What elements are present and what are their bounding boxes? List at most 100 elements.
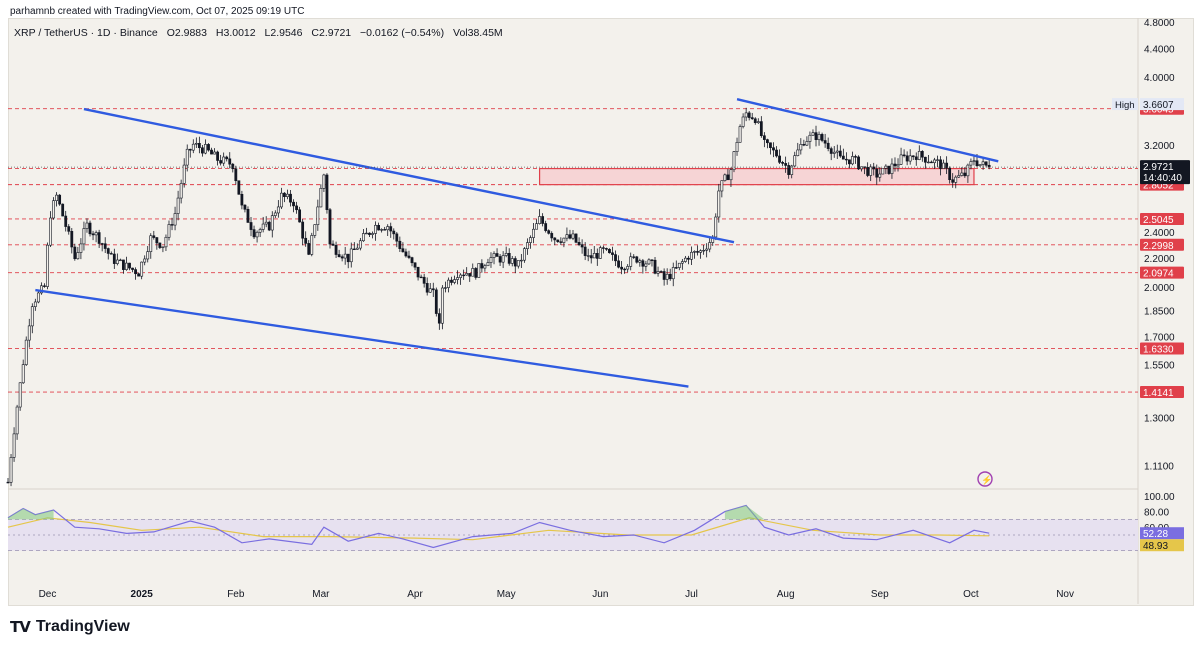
candle-body bbox=[905, 155, 909, 162]
candle-body bbox=[477, 263, 481, 278]
candle-body bbox=[267, 221, 271, 231]
candle-body bbox=[295, 205, 298, 211]
candle-body bbox=[887, 165, 891, 174]
candle-body bbox=[483, 265, 487, 269]
candle-body bbox=[720, 180, 724, 192]
candle-body bbox=[112, 253, 116, 264]
candle-body bbox=[12, 433, 16, 458]
legend-symbol[interactable]: XRP / TetherUS · 1D · Binance bbox=[14, 27, 158, 39]
candle-body bbox=[337, 254, 341, 258]
chart-area[interactable] bbox=[8, 18, 1194, 606]
rsi-overbought-fill bbox=[724, 505, 765, 520]
candle-body bbox=[276, 206, 280, 214]
candle-body bbox=[152, 235, 156, 238]
candle-body bbox=[519, 259, 523, 262]
candle-body bbox=[76, 252, 80, 260]
candle-body bbox=[210, 149, 213, 155]
price-tick-label: 2.4000 bbox=[1144, 228, 1175, 239]
candle-body bbox=[693, 251, 696, 253]
candle-body bbox=[696, 251, 699, 253]
candle-body bbox=[881, 167, 885, 175]
candle-body bbox=[793, 155, 797, 167]
candle-body bbox=[283, 192, 286, 198]
candle-body bbox=[179, 183, 183, 199]
candle-body bbox=[747, 112, 751, 118]
tradingview-logo-icon: TV bbox=[10, 618, 31, 636]
candle-body bbox=[118, 259, 122, 262]
candle-body bbox=[471, 268, 475, 277]
candle-body bbox=[939, 159, 942, 169]
level-label: 2.2998 bbox=[1143, 241, 1174, 252]
candle-body bbox=[131, 267, 134, 270]
candle-body bbox=[726, 174, 730, 181]
price-tick-label: 4.8000 bbox=[1144, 18, 1175, 29]
candle-body bbox=[286, 193, 289, 198]
trendline-lower-channel[interactable] bbox=[35, 288, 689, 388]
candle-body bbox=[349, 248, 353, 263]
candle-body bbox=[444, 287, 447, 289]
candle-body bbox=[556, 239, 560, 242]
candle-body bbox=[741, 116, 745, 127]
candle-body bbox=[459, 274, 463, 278]
candle-body bbox=[775, 149, 778, 157]
candle-body bbox=[641, 260, 645, 267]
candle-body bbox=[522, 248, 526, 261]
rsi-ma-line bbox=[7, 517, 990, 541]
candle-body bbox=[40, 285, 43, 294]
candle-body bbox=[516, 260, 520, 267]
candle-body bbox=[122, 259, 125, 270]
level-label: 2.0974 bbox=[1143, 269, 1174, 280]
candle-body bbox=[948, 167, 952, 180]
candle-body bbox=[535, 223, 538, 230]
candle-body bbox=[614, 254, 617, 262]
candle-body bbox=[343, 253, 347, 259]
candle-body bbox=[699, 250, 702, 253]
support-zone[interactable] bbox=[538, 167, 975, 186]
candle-body bbox=[690, 251, 693, 260]
candle-body bbox=[808, 134, 812, 142]
candle-body bbox=[817, 134, 821, 140]
time-tick-label: Jun bbox=[592, 589, 608, 600]
candle-body bbox=[647, 259, 651, 265]
price-tick-label: 1.3000 bbox=[1144, 414, 1175, 425]
candle-body bbox=[434, 289, 438, 314]
trendline-descending-resistance[interactable] bbox=[736, 98, 999, 163]
price-tick-label: 1.1100 bbox=[1144, 461, 1174, 472]
candle-body bbox=[450, 279, 453, 283]
candle-body bbox=[100, 243, 104, 245]
last-price-label-bg bbox=[1140, 160, 1190, 185]
candle-body bbox=[854, 156, 857, 158]
candle-body bbox=[529, 237, 532, 243]
candle-body bbox=[346, 253, 350, 263]
level-label-bg bbox=[1140, 342, 1184, 355]
legend-open: O2.9883 bbox=[166, 27, 207, 39]
price-tick-label: 2.2000 bbox=[1144, 254, 1175, 265]
candle-body bbox=[796, 149, 800, 156]
candle-body bbox=[374, 224, 377, 234]
price-tick-label: 4.0000 bbox=[1144, 73, 1175, 84]
candle-body bbox=[969, 161, 973, 166]
candle-body bbox=[532, 228, 535, 238]
candle-body bbox=[416, 266, 420, 278]
time-tick-label: Sep bbox=[871, 589, 889, 600]
candle-body bbox=[43, 285, 46, 287]
candle-body bbox=[146, 251, 150, 260]
candle-body bbox=[577, 242, 581, 245]
lightning-icon[interactable] bbox=[977, 471, 993, 487]
candle-body bbox=[222, 156, 226, 164]
candle-body bbox=[927, 161, 930, 164]
candle-body bbox=[629, 256, 633, 267]
time-tick-label: Mar bbox=[312, 589, 330, 600]
trendline-upper-channel[interactable] bbox=[83, 107, 735, 244]
candle-body bbox=[717, 190, 721, 218]
candle-body bbox=[465, 273, 469, 276]
legend-volume: Vol38.45M bbox=[453, 27, 503, 39]
candle-body bbox=[857, 156, 860, 170]
candle-body bbox=[580, 244, 584, 248]
rsi-line bbox=[7, 504, 990, 549]
candle-body bbox=[626, 266, 630, 270]
candle-body bbox=[377, 224, 380, 231]
candle-body bbox=[155, 237, 159, 244]
level-label: 1.4141 bbox=[1143, 388, 1174, 399]
